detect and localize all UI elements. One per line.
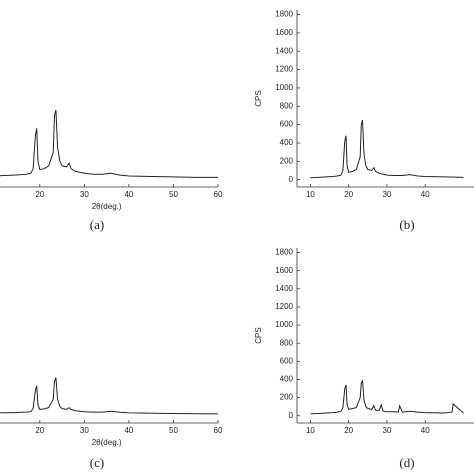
x-tick-label: 30 xyxy=(80,190,89,199)
y-tick-label: 1800 xyxy=(275,10,293,19)
y-tick-label: 600 xyxy=(280,120,294,129)
x-tick-label: 20 xyxy=(35,426,44,435)
y-tick-label: 1800 xyxy=(275,248,293,257)
x-tick-label: 40 xyxy=(124,190,133,199)
x-tick-label: 20 xyxy=(35,190,44,199)
panel-caption: (a) xyxy=(90,217,104,232)
y-tick-label: 1400 xyxy=(275,46,293,55)
panel-caption: (b) xyxy=(399,217,414,232)
xrd-line xyxy=(310,380,464,415)
x-tick-label: 30 xyxy=(80,426,89,435)
y-tick-label: 1600 xyxy=(275,28,293,37)
x-tick-label: 40 xyxy=(421,190,430,199)
y-tick-label: 400 xyxy=(280,375,294,384)
x-axis-label: 2θ(deg.) xyxy=(92,202,122,211)
x-tick-label: 50 xyxy=(169,190,178,199)
xrd-line xyxy=(0,377,219,415)
y-tick-label: 800 xyxy=(280,338,294,347)
y-tick-label: 1200 xyxy=(275,302,293,311)
y-axis-label: CPS xyxy=(254,90,263,106)
y-tick-label: 1000 xyxy=(275,83,293,92)
y-tick-label: 1000 xyxy=(275,320,293,329)
y-tick-label: 1600 xyxy=(275,266,293,275)
y-tick-label: 800 xyxy=(280,101,294,110)
y-tick-label: 200 xyxy=(280,393,294,402)
x-tick-label: 10 xyxy=(306,190,315,199)
x-tick-label: 30 xyxy=(383,190,392,199)
x-tick-label: 10 xyxy=(306,426,315,435)
y-tick-label: 400 xyxy=(280,138,294,147)
x-tick-label: 40 xyxy=(421,426,430,435)
x-tick-label: 60 xyxy=(214,426,223,435)
x-tick-label: 20 xyxy=(344,426,353,435)
x-axis-label: 2θ(deg.) xyxy=(92,438,122,447)
y-tick-label: 1200 xyxy=(275,65,293,74)
x-tick-label: 60 xyxy=(214,190,223,199)
y-tick-label: 200 xyxy=(280,156,294,165)
x-tick-label: 40 xyxy=(124,426,133,435)
panel-caption: (c) xyxy=(90,455,104,470)
y-tick-label: 0 xyxy=(289,411,294,420)
xrd-line xyxy=(0,109,218,178)
xrd-line xyxy=(310,119,464,179)
y-tick-label: 1400 xyxy=(275,284,293,293)
x-tick-label: 50 xyxy=(169,426,178,435)
x-tick-label: 20 xyxy=(344,190,353,199)
y-axis-label: CPS xyxy=(254,327,263,343)
y-tick-label: 600 xyxy=(280,356,294,365)
panel-caption: (d) xyxy=(399,455,414,470)
x-tick-label: 30 xyxy=(383,426,392,435)
y-tick-label: 0 xyxy=(289,175,294,184)
